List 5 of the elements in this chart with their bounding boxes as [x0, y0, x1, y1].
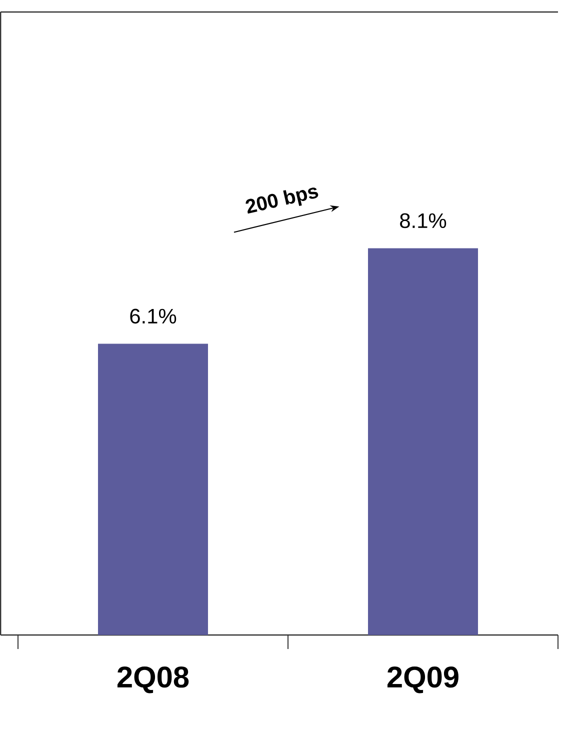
x-tick-label: 2Q08 — [117, 666, 188, 694]
data-label: 6.1% — [130, 308, 176, 324]
text: 200 bps — [246, 188, 318, 214]
data-label: 8.1% — [400, 213, 446, 228]
x-tick-label: 2Q09 — [387, 666, 458, 694]
